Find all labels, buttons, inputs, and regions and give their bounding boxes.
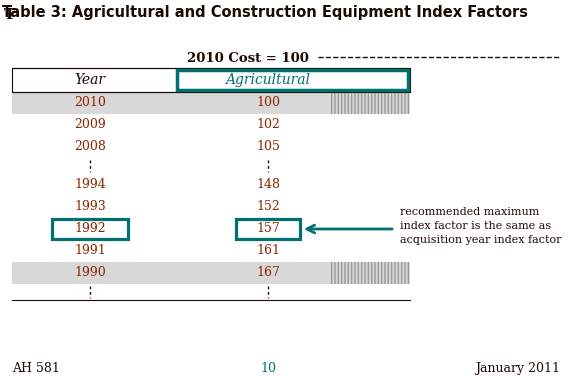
Bar (12, 240, 410, 262)
Text: 102: 102 (256, 118, 280, 132)
Text: 148: 148 (256, 179, 280, 191)
Text: recommended maximum
index factor is the same as
acquisition year index factor: recommended maximum index factor is the … (400, 207, 562, 245)
Bar (177, 70, 408, 90)
Text: January 2011: January 2011 (475, 362, 560, 375)
Text: 105: 105 (256, 141, 280, 153)
Text: 2008: 2008 (74, 141, 106, 153)
Bar (12, 174, 410, 196)
Bar (12, 136, 410, 158)
Text: 2010 Cost = 100: 2010 Cost = 100 (187, 52, 309, 65)
Text: 1992: 1992 (74, 223, 106, 235)
Bar (12, 92, 410, 114)
Text: 10: 10 (260, 362, 276, 375)
Text: Agricultural: Agricultural (225, 73, 311, 87)
Bar (330, 92, 410, 114)
Bar (12, 218, 410, 240)
Text: T: T (4, 8, 15, 22)
Bar (12, 114, 410, 136)
Text: 100: 100 (256, 97, 280, 109)
Text: 167: 167 (256, 267, 280, 279)
Text: 2010: 2010 (74, 97, 106, 109)
Bar (12, 196, 410, 218)
Text: 1994: 1994 (74, 179, 106, 191)
Text: 161: 161 (256, 244, 280, 258)
Bar (236, 219, 300, 239)
Bar (12, 68, 410, 92)
Text: AH 581: AH 581 (12, 362, 60, 375)
Text: Table 3: Agricultural and Construction Equipment Index Factors: Table 3: Agricultural and Construction E… (2, 5, 528, 20)
Text: 157: 157 (256, 223, 280, 235)
Bar (52, 219, 128, 239)
Text: 152: 152 (256, 200, 280, 214)
Bar (12, 262, 410, 284)
Text: 1993: 1993 (74, 200, 106, 214)
Text: 1991: 1991 (74, 244, 106, 258)
Text: Year: Year (74, 73, 105, 87)
Text: 1990: 1990 (74, 267, 106, 279)
Text: 2009: 2009 (74, 118, 106, 132)
Bar (330, 262, 410, 284)
